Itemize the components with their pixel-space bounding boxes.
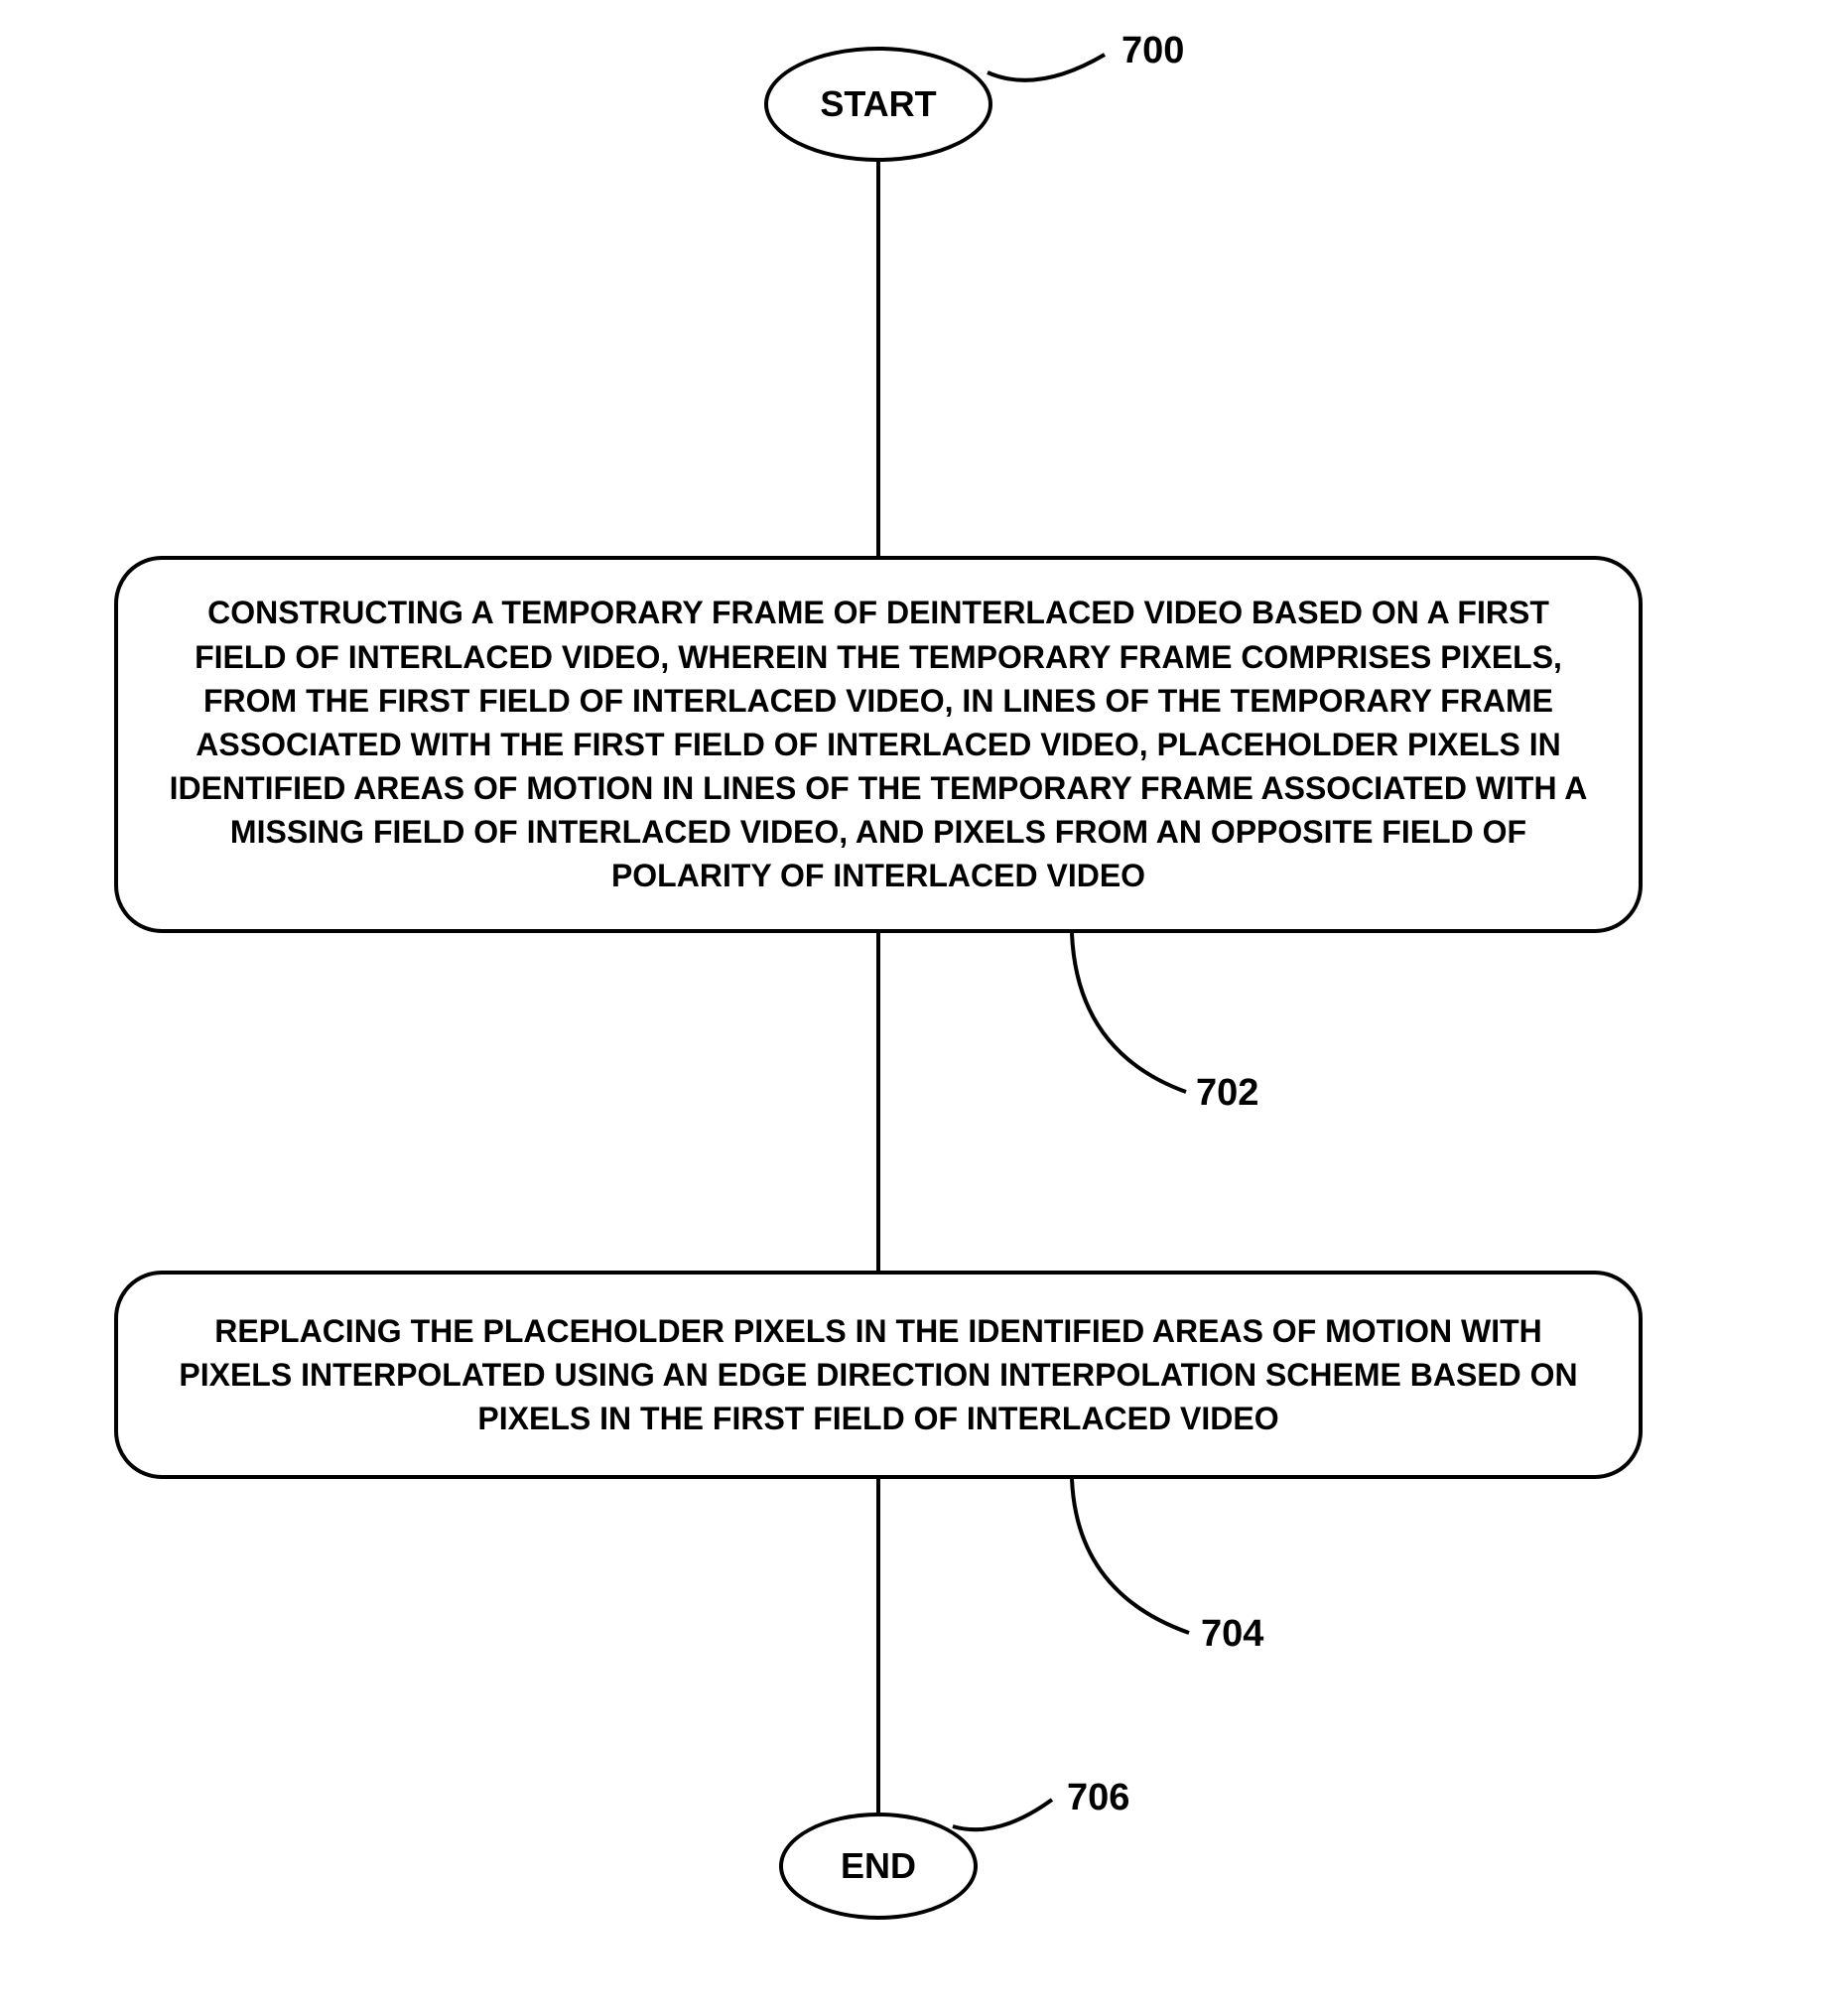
connector-process1-process2 <box>876 933 880 1271</box>
callout-label-process1: 702 <box>1196 1072 1258 1115</box>
callout-curve-end <box>953 1792 1062 1841</box>
end-label: END <box>841 1845 916 1887</box>
callout-curve-process1 <box>1042 933 1211 1102</box>
connector-process2-end <box>876 1479 880 1813</box>
process-box-1: CONSTRUCTING A TEMPORARY FRAME OF DEINTE… <box>114 556 1643 933</box>
process1-text: CONSTRUCTING A TEMPORARY FRAME OF DEINTE… <box>168 591 1589 897</box>
start-terminal: START <box>764 47 992 162</box>
callout-label-end: 706 <box>1067 1777 1129 1819</box>
process-box-2: REPLACING THE PLACEHOLDER PIXELS IN THE … <box>114 1271 1643 1479</box>
callout-curve-start <box>988 45 1117 94</box>
callout-curve-process2 <box>1042 1479 1211 1648</box>
callout-label-start: 700 <box>1121 30 1184 72</box>
callout-label-process2: 704 <box>1201 1613 1263 1656</box>
process2-text: REPLACING THE PLACEHOLDER PIXELS IN THE … <box>168 1309 1589 1440</box>
flowchart-container: START 700 CONSTRUCTING A TEMPORARY FRAME… <box>0 0 1846 2016</box>
connector-start-process1 <box>876 162 880 556</box>
end-terminal: END <box>779 1813 978 1920</box>
start-label: START <box>820 83 936 125</box>
